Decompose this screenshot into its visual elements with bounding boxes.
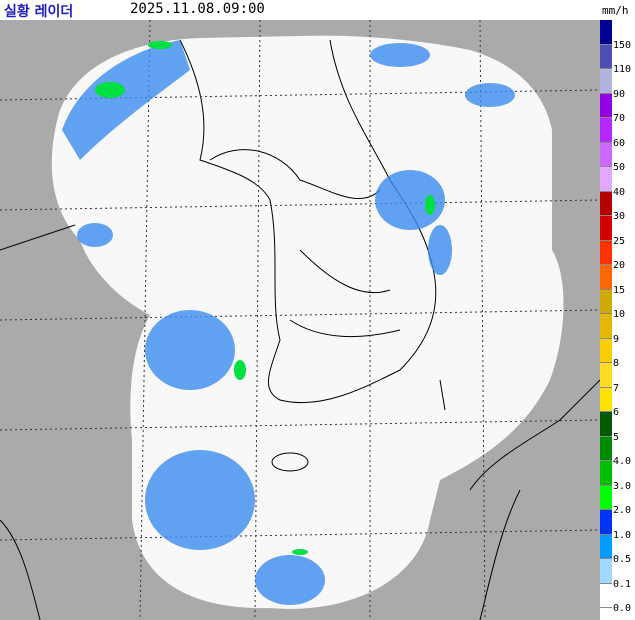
legend-swatch [600,191,612,216]
legend-label: 3.0 [613,480,632,492]
legend-label: 10 [613,309,626,320]
legend-label: 150 [613,39,632,51]
legend-swatch [600,436,612,461]
legend-row: 0.0 [600,583,635,614]
header: 실황 레이더 2025.11.08.09:00 [0,0,600,20]
legend-label: 2.0 [613,505,632,516]
legend-label: 20 [613,260,626,271]
legend-row: 20 [600,240,635,271]
legend-label: 0.0 [613,603,632,614]
legend-label: 15 [613,284,626,296]
legend-swatch [600,265,612,290]
legend-label: 110 [613,64,632,75]
legend-row: 7 [600,363,635,394]
legend-row: 60 [600,118,635,149]
legend-row: 40 [600,167,635,198]
legend-swatch [600,387,612,412]
legend-swatch [600,240,612,265]
legend-row: 9 [600,314,635,345]
legend-swatch [600,93,612,118]
legend-label: 30 [613,211,626,222]
legend-swatch [600,363,612,388]
legend-swatch [600,289,612,314]
legend-swatch [600,44,612,69]
legend-row: 0.1 [600,559,635,590]
legend-swatch [600,534,612,559]
legend-row: 0.5 [600,534,635,565]
legend-swatch [600,338,612,363]
timestamp: 2025.11.08.09:00 [130,1,265,17]
legend-label: 0.1 [613,578,632,590]
legend-row: 25 [600,216,635,247]
legend-label: 8 [613,358,620,369]
legend-swatch [600,167,612,192]
legend: 150 110 90 70 60 50 40 30 25 20 15 10 9 8 7 6 5 4.0 3.0 2.0… [600,20,635,620]
legend-row: 150 [600,20,635,51]
legend-swatch [600,142,612,167]
legend-row: 1.0 [600,510,635,541]
legend-row: 50 [600,142,635,173]
legend-row: 10 [600,289,635,320]
legend-swatch [600,583,612,608]
legend-row: 6 [600,387,635,418]
legend-row: 90 [600,69,635,100]
legend-label: 5 [613,431,620,443]
echoes [62,40,515,605]
grid [0,20,600,620]
radar-map [0,20,600,620]
legend-label: 7 [613,382,620,394]
legend-label: 70 [613,113,626,124]
legend-row: 2.0 [600,485,635,516]
legend-row: 3.0 [600,461,635,492]
legend-label: 0.5 [613,554,632,565]
title: 실황 레이더 [4,4,74,20]
legend-swatch [600,559,612,584]
legend-row: 4.0 [600,436,635,467]
unit: mm/h [602,4,629,17]
legend-label: 4.0 [613,456,632,467]
legend-swatch [600,69,612,94]
legend-row: 70 [600,93,635,124]
heavy-echoes [95,41,435,555]
legend-row: 8 [600,338,635,369]
legend-swatch [600,510,612,535]
legend-swatch [600,118,612,143]
legend-swatch [600,461,612,486]
legend-row: 110 [600,44,635,75]
legend-label: 60 [613,137,626,149]
legend-row: 30 [600,191,635,222]
legend-label: 50 [613,162,626,173]
legend-row: 15 [600,265,635,296]
legend-label: 9 [613,333,620,345]
legend-label: 25 [613,235,626,247]
legend-swatch [600,485,612,510]
legend-label: 40 [613,186,626,198]
legend-label: 90 [613,88,626,100]
legend-swatch [600,314,612,339]
legend-swatch [600,216,612,241]
legend-label: 1.0 [613,529,632,541]
legend-label: 6 [613,407,620,418]
legend-row: 5 [600,412,635,443]
legend-swatch [600,20,612,45]
legend-swatch [600,412,612,437]
